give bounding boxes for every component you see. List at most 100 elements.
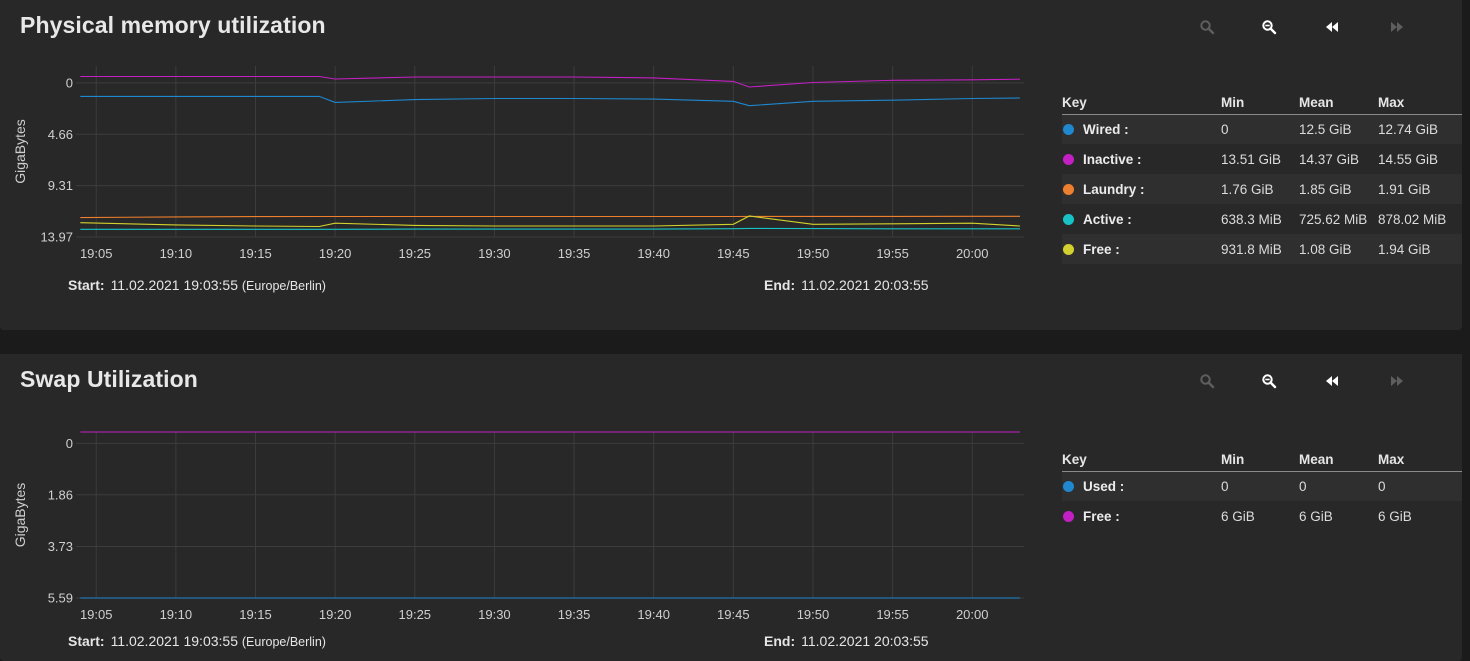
series-name: Active : <box>1083 211 1132 227</box>
legend-header-key: Key <box>1062 94 1221 115</box>
legend-header-max: Max <box>1378 451 1462 472</box>
x-tick-label: 19:10 <box>160 607 193 622</box>
y-tick-label: 3.73 <box>48 539 73 554</box>
series-max: 1.91 GiB <box>1378 174 1462 204</box>
zoom-in-button[interactable] <box>1192 16 1222 38</box>
y-tick-label: 1.86 <box>48 487 73 502</box>
series-mean: 12.5 GiB <box>1299 114 1378 144</box>
legend-header-max: Max <box>1378 94 1462 115</box>
x-tick-label: 19:05 <box>80 246 113 261</box>
y-axis-label: GigaBytes <box>12 119 28 184</box>
series-name: Used : <box>1083 478 1125 494</box>
series-max: 878.02 MiB <box>1378 204 1462 234</box>
memory-chart: 19:05 19:10 19:15 19:20 19:25 19:30 19:35 19:40… <box>12 66 1024 261</box>
y-tick-label: 4.66 <box>48 127 73 142</box>
y-tick-label: 0 <box>66 75 73 90</box>
x-tick-label: 19:30 <box>478 246 511 261</box>
series-min: 0 <box>1221 471 1299 501</box>
x-tick-label: 19:45 <box>717 246 750 261</box>
step-forward-button[interactable] <box>1382 16 1412 38</box>
x-tick-label: 19:25 <box>399 246 432 261</box>
end-value: 11.02.2021 20:03:55 <box>801 633 929 649</box>
series-mean: 1.85 GiB <box>1299 174 1378 204</box>
series-mean: 14.37 GiB <box>1299 144 1378 174</box>
legend-row-free[interactable]: Free : 931.8 MiB 1.08 GiB 1.94 GiB <box>1062 234 1462 264</box>
chart-toolbar <box>1190 16 1430 40</box>
series-name: Free : <box>1083 508 1120 524</box>
range-start: Start: 11.02.2021 19:03:55 (Europe/Berlin… <box>68 633 326 649</box>
series-mean: 0 <box>1299 471 1378 501</box>
zoom-out-icon <box>1262 20 1277 35</box>
series-color-dot <box>1063 153 1074 165</box>
start-value: 11.02.2021 19:03:55 <box>110 277 238 293</box>
panel-title: Swap Utilization <box>20 366 198 392</box>
zoom-in-icon <box>1200 20 1215 35</box>
memory-panel: Physical memory utilization <box>0 0 1462 330</box>
step-back-icon <box>1326 376 1338 386</box>
x-tick-label: 19:55 <box>876 607 909 622</box>
end-label: End: <box>764 277 796 293</box>
x-tick-label: 19:55 <box>876 246 909 261</box>
x-tick-label: 20:00 <box>956 246 989 261</box>
zoom-out-button[interactable] <box>1254 370 1284 392</box>
series-color-dot <box>1063 510 1074 522</box>
zoom-in-button[interactable] <box>1192 370 1222 392</box>
swap-chart: 19:05 19:10 19:15 19:20 19:25 19:30 19:35 19:40… <box>12 431 1024 622</box>
start-value: 11.02.2021 19:03:55 <box>110 633 238 649</box>
range-start: Start: 11.02.2021 19:03:55 (Europe/Berlin… <box>68 277 326 293</box>
series-line-wired <box>80 95 1021 107</box>
step-forward-icon <box>1391 22 1403 32</box>
x-tick-label: 19:15 <box>239 607 272 622</box>
x-tick-label: 19:20 <box>319 246 352 261</box>
series-max: 6 GiB <box>1378 501 1462 531</box>
series-min: 6 GiB <box>1221 501 1299 531</box>
series-max: 0 <box>1378 471 1462 501</box>
legend-row-inactive[interactable]: Inactive : 13.51 GiB 14.37 GiB 14.55 GiB <box>1062 144 1462 174</box>
y-tick-label: 0 <box>66 436 73 451</box>
x-tick-label: 19:35 <box>558 246 591 261</box>
x-tick-label: 19:30 <box>478 607 511 622</box>
x-tick-label: 19:50 <box>797 607 830 622</box>
legend-row-free[interactable]: Free : 6 GiB 6 GiB 6 GiB <box>1062 501 1462 531</box>
zoom-in-icon <box>1200 374 1215 389</box>
step-back-icon <box>1326 22 1338 32</box>
legend-table: Key Min Mean Max Used : 0 0 0 Free : 6 G… <box>1062 451 1462 531</box>
series-name: Wired : <box>1083 121 1129 137</box>
start-label: Start: <box>68 277 105 293</box>
swap-panel: Swap Utilization <box>0 354 1462 661</box>
x-tick-label: 20:00 <box>956 607 989 622</box>
step-forward-icon <box>1391 376 1403 386</box>
series-min: 0 <box>1221 114 1299 144</box>
y-tick-label: 5.59 <box>48 591 73 606</box>
series-color-dot <box>1063 243 1074 255</box>
series-min: 931.8 MiB <box>1221 234 1299 264</box>
zoom-out-button[interactable] <box>1254 16 1284 38</box>
end-label: End: <box>764 633 796 649</box>
legend-row-used[interactable]: Used : 0 0 0 <box>1062 471 1462 501</box>
zoom-out-icon <box>1262 374 1277 389</box>
series-max: 1.94 GiB <box>1378 234 1462 264</box>
y-axis-label: GigaBytes <box>12 483 28 548</box>
legend-row-wired[interactable]: Wired : 0 12.5 GiB 12.74 GiB <box>1062 114 1462 144</box>
series-name: Laundry : <box>1083 181 1145 197</box>
series-min: 638.3 MiB <box>1221 204 1299 234</box>
step-back-button[interactable] <box>1317 370 1347 392</box>
series-min: 1.76 GiB <box>1221 174 1299 204</box>
legend-header-min: Min <box>1221 451 1299 472</box>
legend-table: Key Min Mean Max Wired : 0 12.5 GiB 12.7… <box>1062 94 1462 264</box>
series-name: Inactive : <box>1083 151 1142 167</box>
x-tick-label: 19:20 <box>319 607 352 622</box>
series-min: 13.51 GiB <box>1221 144 1299 174</box>
series-name: Free : <box>1083 241 1120 257</box>
end-value: 11.02.2021 20:03:55 <box>801 277 929 293</box>
step-back-button[interactable] <box>1317 16 1347 38</box>
series-line-laundry <box>80 215 1020 219</box>
x-tick-label: 19:40 <box>637 607 670 622</box>
legend-row-laundry[interactable]: Laundry : 1.76 GiB 1.85 GiB 1.91 GiB <box>1062 174 1462 204</box>
series-line-inactive <box>80 75 1021 88</box>
range-end: End: 11.02.2021 20:03:55 <box>764 277 929 293</box>
step-forward-button[interactable] <box>1382 370 1412 392</box>
series-mean: 6 GiB <box>1299 501 1378 531</box>
legend-header-mean: Mean <box>1299 94 1378 115</box>
legend-row-active[interactable]: Active : 638.3 MiB 725.62 MiB 878.02 MiB <box>1062 204 1462 234</box>
